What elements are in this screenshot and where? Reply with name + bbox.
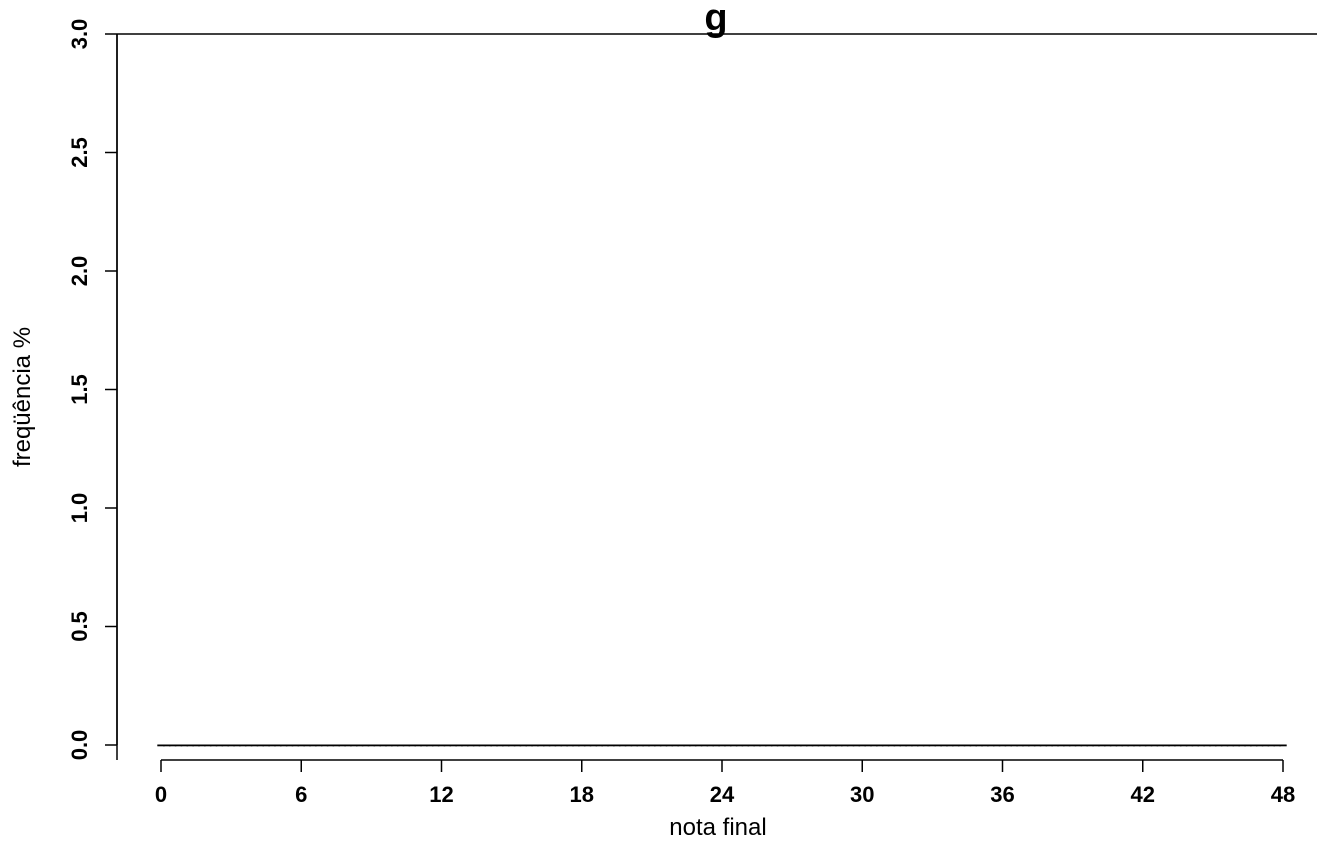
x-axis: 0 6 12 18 24 30 36 42 48 (155, 759, 1295, 807)
y-tick-label: 0.0 (67, 730, 92, 761)
y-axis: 0.0 0.5 1.0 1.5 2.0 2.5 3.0 (67, 19, 118, 761)
chart-title: g (704, 0, 727, 39)
y-tick-label: 2.0 (67, 256, 92, 287)
bar (1279, 744, 1287, 747)
x-tick-label: 24 (710, 782, 735, 807)
x-tick-label: 0 (155, 782, 167, 807)
bars-group (157, 744, 1287, 747)
y-axis-label: freqüência % (9, 327, 36, 467)
y-tick-label: 2.5 (67, 137, 92, 168)
y-tick-label: 1.0 (67, 493, 92, 524)
x-axis-label: nota final (669, 814, 766, 841)
x-tick-label: 6 (295, 782, 307, 807)
x-tick-label: 12 (429, 782, 453, 807)
y-tick-label: 1.5 (67, 374, 92, 405)
x-tick-label: 48 (1271, 782, 1295, 807)
y-tick-label: 3.0 (67, 19, 92, 50)
y-tick-label: 0.5 (67, 611, 92, 642)
x-tick-label: 42 (1131, 782, 1155, 807)
x-tick-label: 30 (850, 782, 874, 807)
x-tick-label: 36 (990, 782, 1014, 807)
x-tick-label: 18 (570, 782, 594, 807)
